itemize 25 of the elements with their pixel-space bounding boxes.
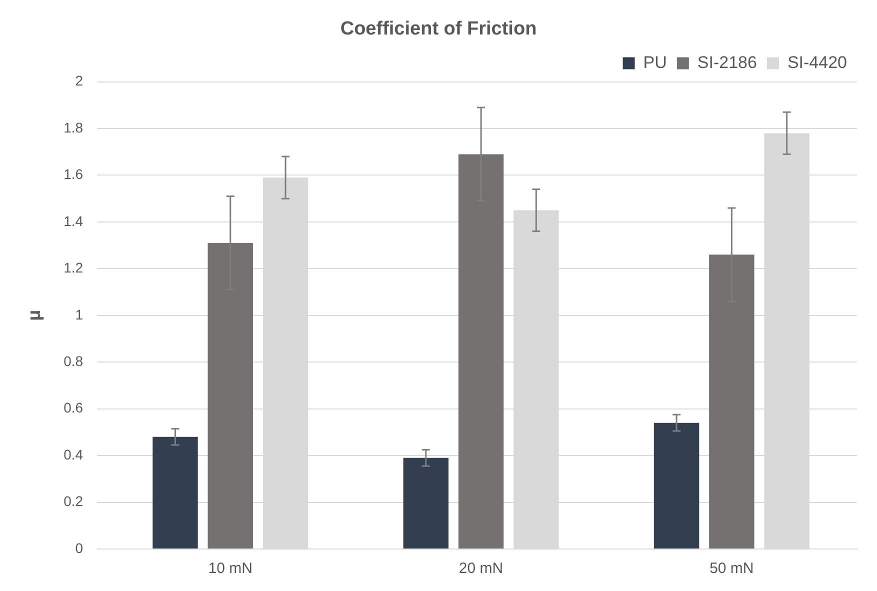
y-tick-label: 1.6 [64, 166, 84, 182]
y-tick-label: 1.4 [64, 212, 84, 229]
y-tick-label: 1.8 [64, 119, 84, 136]
legend-label: SI-2186 [697, 52, 757, 72]
x-tick-label: 50 mN [710, 560, 754, 578]
legend-label: PU [643, 52, 667, 72]
y-axis-title: μ [24, 310, 44, 321]
bar [654, 422, 700, 548]
bar [403, 458, 448, 548]
bar [208, 242, 253, 548]
y-tick-label: 0.4 [64, 446, 84, 462]
y-tick-label: 0.6 [64, 400, 84, 416]
y-tick-label: 0.2 [64, 493, 84, 510]
bar [458, 154, 504, 548]
bar [152, 436, 198, 548]
legend-label: SI-4420 [787, 52, 848, 72]
y-tick-label: 1 [75, 306, 84, 322]
y-tick-label: 0 [75, 540, 84, 556]
y-tick-label: 1.2 [64, 260, 84, 276]
y-tick-label: 0.8 [64, 352, 84, 369]
x-tick-label: 10 mN [208, 560, 252, 578]
bar [709, 254, 754, 548]
y-tick-label: 2 [75, 72, 84, 89]
chart-title: Coefficient of Friction [340, 18, 537, 40]
x-tick-label: 20 mN [458, 560, 504, 578]
